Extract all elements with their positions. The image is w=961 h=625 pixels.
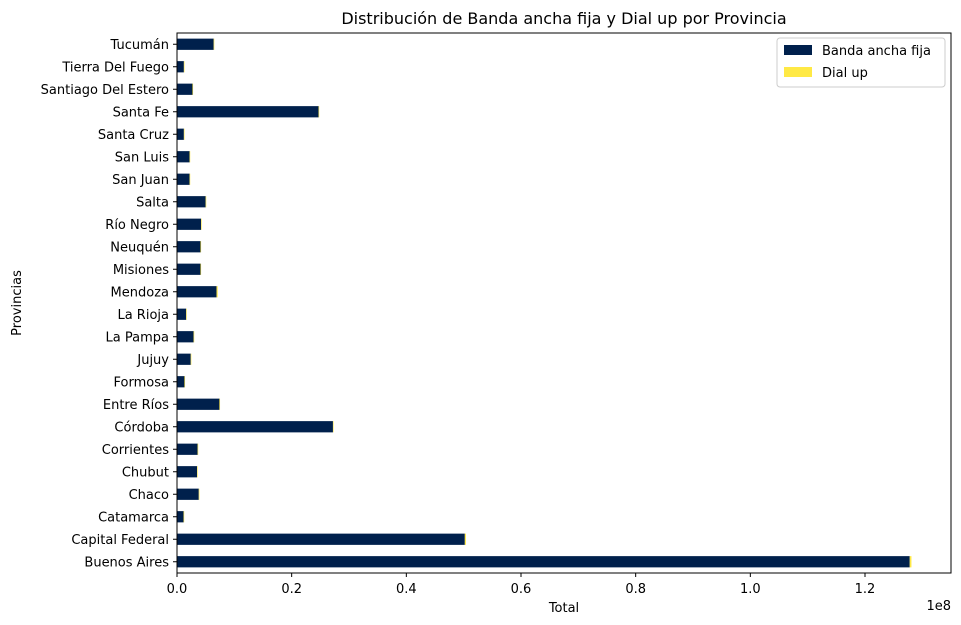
bar-banda-ancha-fija-la-pampa: [177, 331, 194, 343]
bar-banda-ancha-fija-formosa: [177, 376, 185, 388]
bar-banda-ancha-fija-jujuy: [177, 353, 191, 365]
bar-banda-ancha-fija-tierra-del-fuego: [177, 61, 184, 73]
bar-banda-ancha-fija-neuquen: [177, 241, 201, 253]
y-tick-label-rio-negro: Río Negro: [105, 218, 169, 233]
bar-banda-ancha-fija-salta: [177, 196, 206, 208]
y-tick-label-la-rioja: La Rioja: [117, 308, 169, 323]
y-tick-label-tucuman: Tucumán: [110, 38, 169, 53]
legend-label-banda-ancha-fija: Banda ancha fija: [822, 44, 931, 59]
bar-dial-up-san-luis: [189, 151, 191, 163]
bar-dial-up-jujuy: [190, 353, 192, 365]
bar-banda-ancha-fija-capital-federal: [177, 533, 465, 545]
bar-banda-ancha-fija-tucuman: [177, 38, 214, 50]
y-tick-label-capital-federal: Capital Federal: [71, 533, 169, 548]
chart-title: Distribución de Banda ancha fija y Dial …: [341, 9, 786, 28]
y-tick-label-san-juan: San Juan: [112, 173, 169, 188]
bar-dial-up-tucuman: [213, 38, 215, 50]
bar-dial-up-santa-fe: [318, 106, 320, 118]
y-tick-label-santa-cruz: Santa Cruz: [98, 128, 169, 143]
x-tick-label: 0.0: [167, 582, 188, 597]
bar-dial-up-neuquen: [200, 241, 202, 253]
legend: Banda ancha fija Dial up: [776, 37, 946, 88]
bar-dial-up-chubut: [197, 466, 198, 478]
y-tick-label-entre-rios: Entre Ríos: [103, 398, 169, 413]
x-tick-label: 0.2: [281, 582, 302, 597]
bar-dial-up-tierra-del-fuego: [183, 61, 185, 73]
bar-dial-up-san-juan: [189, 173, 191, 185]
bar-dial-up-chaco: [198, 488, 200, 500]
x-axis-label: Total: [548, 601, 579, 616]
y-tick-label-formosa: Formosa: [114, 375, 169, 390]
bar-banda-ancha-fija-chubut: [177, 466, 198, 478]
y-tick-label-santa-fe: Santa Fe: [113, 105, 169, 120]
x-tick-label: 0.6: [511, 582, 532, 597]
bar-banda-ancha-fija-san-luis: [177, 151, 190, 163]
bar-banda-ancha-fija-entre-rios: [177, 398, 220, 410]
bar-banda-ancha-fija-cordoba: [177, 421, 333, 433]
y-tick-label-neuquen: Neuquén: [110, 240, 169, 255]
y-tick-label-buenos-aires: Buenos Aires: [84, 555, 169, 570]
bars-group: [177, 38, 912, 568]
bar-banda-ancha-fija-catamarca: [177, 511, 184, 523]
y-tick-label-tierra-del-fuego: Tierra Del Fuego: [61, 60, 169, 75]
bar-banda-ancha-fija-chaco: [177, 488, 199, 500]
bar-dial-up-entre-rios: [219, 398, 221, 410]
y-tick-label-la-pampa: La Pampa: [106, 330, 169, 345]
bar-dial-up-la-rioja: [186, 308, 187, 320]
legend-swatch-dial-up: [784, 67, 812, 77]
y-tick-label-cordoba: Córdoba: [114, 420, 169, 435]
bar-dial-up-rio-negro: [201, 218, 202, 230]
bar-dial-up-corrientes: [197, 443, 199, 455]
x-tick-label: 0.4: [396, 582, 417, 597]
y-axis-label: Provincias: [10, 270, 25, 336]
x-tick-label: 1.0: [740, 582, 761, 597]
bar-dial-up-santiago-del-estero: [192, 83, 194, 95]
bar-banda-ancha-fija-corrientes: [177, 443, 198, 455]
bar-dial-up-salta: [205, 196, 207, 208]
bar-dial-up-buenos-aires: [909, 556, 912, 568]
bar-dial-up-santa-cruz: [183, 128, 185, 140]
bar-dial-up-cordoba: [332, 421, 334, 433]
y-tick-label-chaco: Chaco: [129, 488, 169, 503]
bar-banda-ancha-fija-san-juan: [177, 173, 190, 185]
x-tick-label: 1.2: [855, 582, 876, 597]
bar-dial-up-capital-federal: [464, 533, 466, 545]
plot-frame: [176, 32, 952, 574]
y-tick-label-santiago-del-estero: Santiago Del Estero: [41, 83, 169, 98]
legend-frame: [776, 37, 946, 88]
bar-banda-ancha-fija-santa-fe: [177, 106, 319, 118]
x-axis-scale-note: 1e8: [926, 599, 951, 614]
y-tick-label-catamarca: Catamarca: [98, 510, 169, 525]
y-tick-label-chubut: Chubut: [122, 465, 169, 480]
bar-banda-ancha-fija-rio-negro: [177, 218, 202, 230]
bar-banda-ancha-fija-santiago-del-estero: [177, 83, 193, 95]
y-tick-label-mendoza: Mendoza: [111, 285, 169, 300]
y-axis: Buenos Aires Capital Federal Catamarca Chac…: [41, 38, 177, 570]
bar-banda-ancha-fija-la-rioja: [177, 308, 187, 320]
bar-banda-ancha-fija-santa-cruz: [177, 128, 184, 140]
y-tick-label-san-luis: San Luis: [115, 150, 169, 165]
bar-banda-ancha-fija-misiones: [177, 263, 201, 275]
bar-banda-ancha-fija-buenos-aires: [177, 556, 910, 568]
bar-banda-ancha-fija-mendoza: [177, 286, 217, 298]
x-tick-label: 0.8: [625, 582, 646, 597]
bar-dial-up-misiones: [200, 263, 202, 275]
legend-swatch-banda-ancha-fija: [784, 45, 812, 55]
y-tick-label-salta: Salta: [136, 195, 169, 210]
legend-label-dial-up: Dial up: [822, 66, 868, 81]
bar-dial-up-la-pampa: [193, 331, 195, 343]
bar-dial-up-mendoza: [216, 286, 218, 298]
bar-dial-up-catamarca: [183, 511, 185, 523]
y-tick-label-corrientes: Corrientes: [102, 443, 169, 458]
y-tick-label-misiones: Misiones: [113, 263, 169, 278]
y-tick-label-jujuy: Jujuy: [136, 353, 169, 368]
bar-dial-up-formosa: [184, 376, 186, 388]
x-axis: 0.0 0.2 0.4 0.6 0.8 1.0 1.2: [167, 573, 876, 597]
